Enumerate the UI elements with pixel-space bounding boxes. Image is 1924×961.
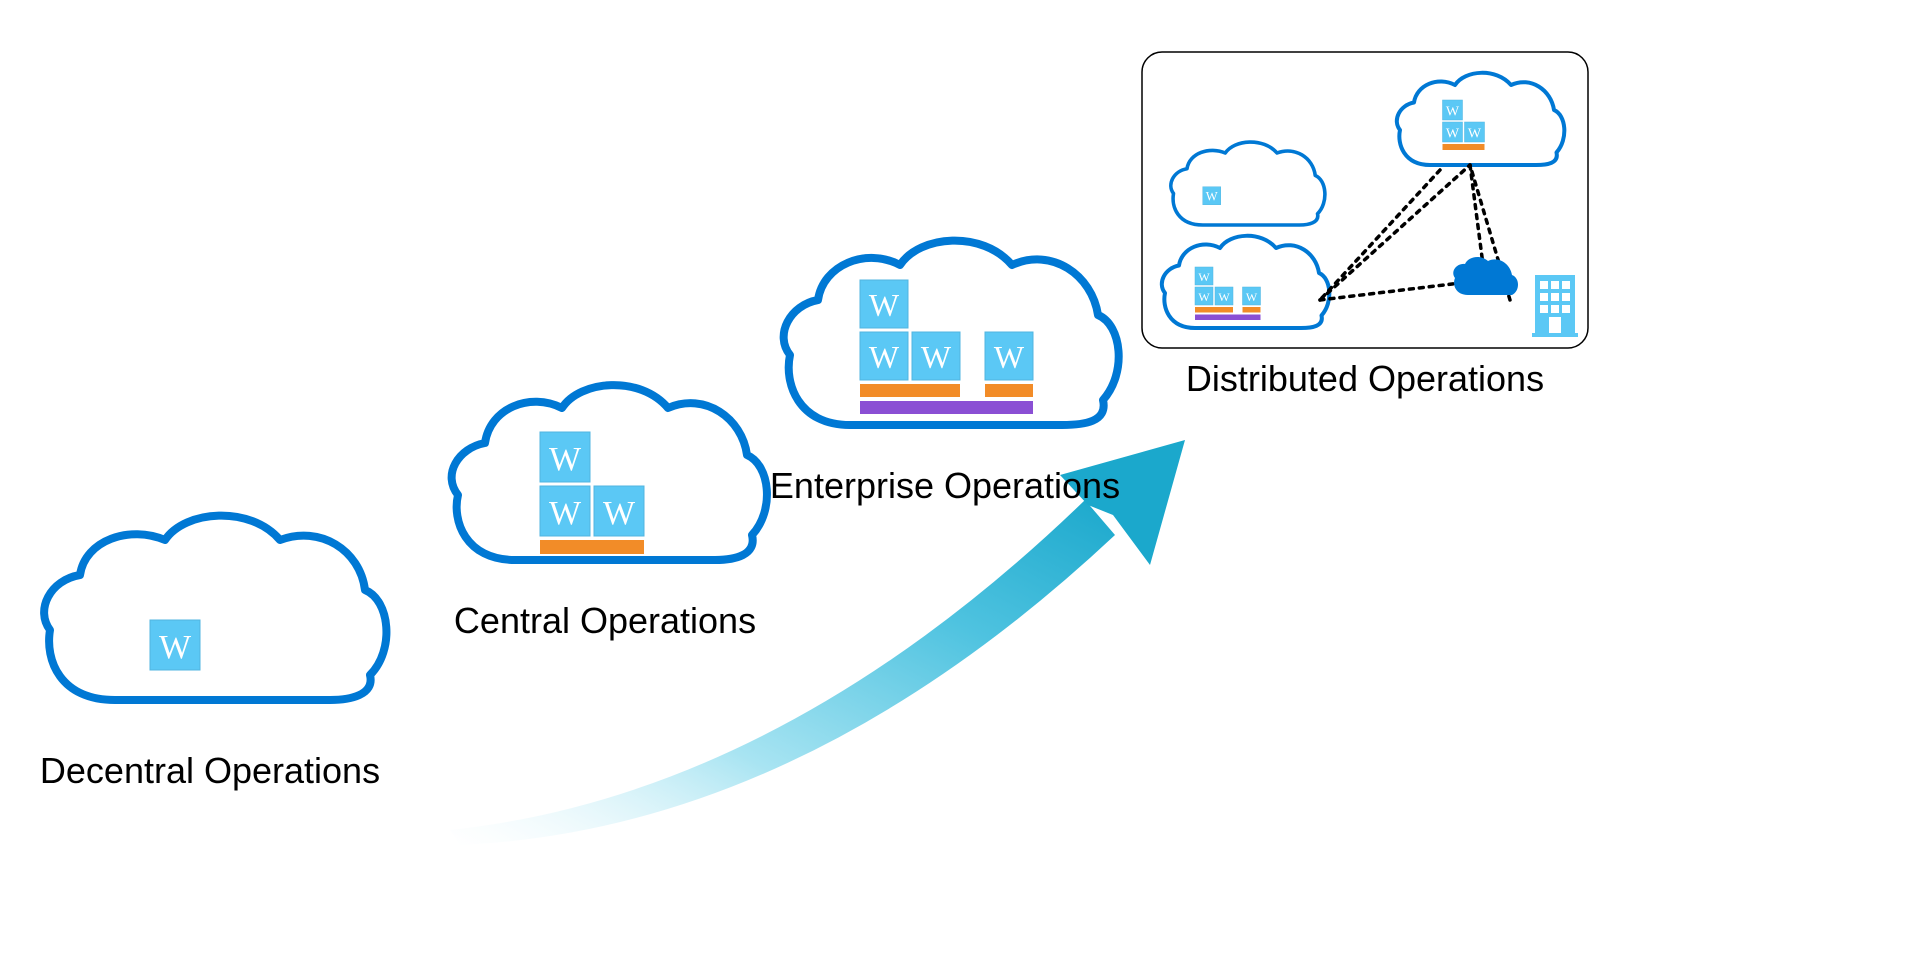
hub-cloud-icon — [1453, 257, 1518, 295]
svg-text:W: W — [1198, 290, 1210, 304]
label-decentral: Decentral Operations — [20, 750, 400, 792]
svg-text:W: W — [549, 441, 582, 478]
stage-enterprise: W W W W Enterprise Operations — [760, 225, 1130, 507]
svg-text:W: W — [1218, 290, 1230, 304]
cloud-central: W W W — [430, 370, 780, 590]
stage-central: W W W Central Operations — [430, 370, 780, 642]
stage-distributed: W W W W W W W W — [1140, 50, 1590, 400]
stage-decentral: W Decentral Operations — [20, 500, 400, 792]
svg-text:W: W — [921, 339, 952, 375]
svg-text:W: W — [1246, 290, 1258, 304]
svg-text:W: W — [994, 339, 1025, 375]
svg-text:W: W — [1198, 270, 1210, 284]
svg-text:W: W — [1446, 105, 1460, 120]
label-distributed: Distributed Operations — [1140, 358, 1590, 400]
label-central: Central Operations — [430, 600, 780, 642]
svg-text:W: W — [869, 287, 900, 323]
svg-text:W: W — [603, 495, 636, 532]
svg-text:W: W — [1206, 190, 1218, 204]
svg-text:W: W — [1468, 127, 1482, 142]
svg-text:W: W — [549, 495, 582, 532]
building-icon — [1532, 275, 1578, 337]
distributed-box: W W W W W W W W — [1140, 50, 1590, 350]
workload-letter: W — [159, 629, 192, 666]
svg-text:W: W — [1446, 127, 1460, 142]
svg-text:W: W — [869, 339, 900, 375]
label-enterprise: Enterprise Operations — [760, 465, 1130, 507]
cloud-enterprise: W W W W — [760, 225, 1130, 455]
cloud-decentral: W — [20, 500, 400, 740]
